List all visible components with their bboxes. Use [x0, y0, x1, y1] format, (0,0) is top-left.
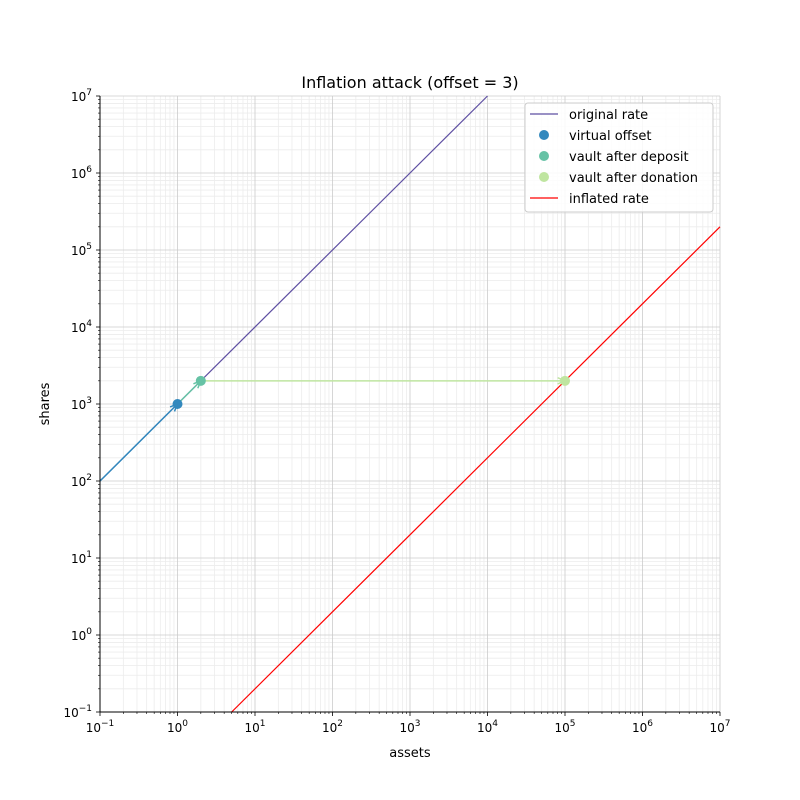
x-tick-label: 107: [709, 719, 730, 735]
legend: original rate virtual offset vault after d…: [524, 102, 714, 213]
plot-area: [99, 95, 721, 713]
data-point-vault-after-deposit: [195, 375, 206, 386]
x-tick-label: 103: [399, 719, 420, 735]
data-point-vault-after-donation: [560, 375, 571, 386]
y-tick-label: 101: [71, 550, 92, 566]
legend-label: original rate: [569, 108, 648, 123]
series-line-inflated-rate: [231, 226, 721, 713]
x-tick-label: 10−1: [86, 719, 115, 735]
x-tick-label: 105: [554, 719, 575, 735]
y-tick-label: 107: [71, 88, 92, 104]
x-tick-label: 100: [167, 719, 188, 735]
x-tick-label: 101: [244, 719, 265, 735]
y-axis-label: shares: [38, 382, 53, 425]
arrow-shaft: [176, 380, 202, 405]
y-tick-label: 104: [71, 319, 92, 335]
x-tick-label: 104: [477, 719, 498, 735]
chart-title: Inflation attack (offset = 3): [301, 73, 518, 92]
y-tick-label: 100: [71, 627, 92, 643]
y-tick-label: 105: [71, 242, 92, 258]
data-point-virtual-offset: [172, 399, 183, 409]
arrow-shaft: [99, 403, 179, 482]
legend-label: virtual offset: [569, 129, 651, 144]
x-axis-label: assets: [389, 746, 431, 761]
legend-swatch-marker: [539, 151, 549, 161]
legend-swatch-marker: [539, 130, 549, 140]
y-tick-label: 10−1: [63, 704, 92, 720]
y-tick-label: 106: [71, 165, 92, 181]
y-tick-label: 102: [71, 473, 92, 489]
x-tick-label: 106: [632, 719, 653, 735]
legend-label: inflated rate: [569, 192, 649, 207]
axes: 10−1 100 101 102 103 104 105 106 107 10−1 100 101 10…: [63, 88, 730, 735]
y-tick-label: 103: [71, 396, 92, 412]
x-tick-label: 102: [322, 719, 343, 735]
legend-box: [524, 102, 714, 213]
legend-label: vault after deposit: [569, 150, 689, 165]
legend-swatch-marker: [539, 172, 549, 182]
legend-label: vault after donation: [569, 171, 698, 186]
